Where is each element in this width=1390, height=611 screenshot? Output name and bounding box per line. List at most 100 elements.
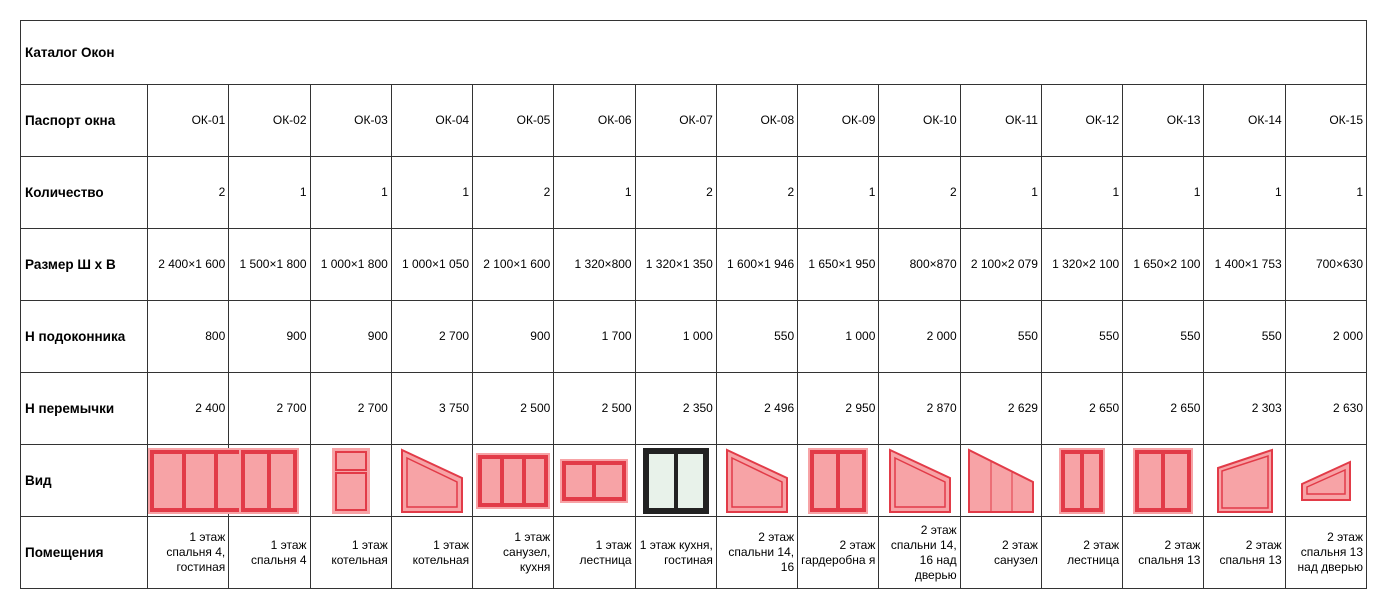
window-double-dark-icon xyxy=(634,444,717,517)
cell-rooms: 1 этаж лестница xyxy=(553,516,636,589)
cell-qty: 1 xyxy=(1122,156,1205,229)
cell-id: ОК-06 xyxy=(553,84,636,157)
cell-id: ОК-12 xyxy=(1040,84,1124,157)
cell-rooms: 1 этаж спальня 4 xyxy=(228,516,311,589)
cell-sill: 550 xyxy=(1040,300,1124,373)
cell-sill: 550 xyxy=(1122,300,1205,373)
row-label-sill-height: Н подоконника xyxy=(20,300,148,373)
cell-lintel: 2 630 xyxy=(1284,372,1368,445)
cell-qty: 2 xyxy=(715,156,799,229)
cell-size: 2 100×2 079 xyxy=(959,228,1042,301)
cell-id: ОК-03 xyxy=(309,84,392,157)
cell-id: ОК-02 xyxy=(228,84,311,157)
cell-sill: 2 700 xyxy=(390,300,474,373)
cell-size: 1 600×1 946 xyxy=(715,228,799,301)
window-double-narrow-icon xyxy=(1040,444,1124,517)
window-slope-right-high-icon xyxy=(1203,444,1286,517)
cell-size: 800×870 xyxy=(878,228,961,301)
cell-qty: 1 xyxy=(309,156,392,229)
row-label-view: Вид xyxy=(20,444,148,517)
cell-sill: 550 xyxy=(1203,300,1286,373)
cell-rooms: 2 этаж лестница xyxy=(1040,516,1124,589)
row-label-quantity: Количество xyxy=(20,156,148,229)
window-slope-right-small-icon xyxy=(1284,444,1368,517)
cell-lintel: 2 496 xyxy=(715,372,799,445)
cell-id: ОК-04 xyxy=(390,84,474,157)
cell-size: 1 400×1 753 xyxy=(1203,228,1286,301)
catalog-title: Каталог Окон xyxy=(20,20,1367,85)
cell-sill: 2 000 xyxy=(1284,300,1368,373)
cell-rooms: 2 этаж спальня 13 над дверью xyxy=(1284,516,1368,589)
cell-qty: 1 xyxy=(390,156,474,229)
cell-id: ОК-05 xyxy=(472,84,555,157)
cell-id: ОК-07 xyxy=(634,84,717,157)
cell-rooms: 2 этаж спальни 14, 16 xyxy=(715,516,799,589)
cell-qty: 2 xyxy=(634,156,717,229)
cell-qty: 2 xyxy=(146,156,230,229)
cell-rooms: 1 этаж спальня 4, гостиная xyxy=(146,516,230,589)
cell-id: ОК-13 xyxy=(1122,84,1205,157)
cell-size: 1 650×1 950 xyxy=(797,228,880,301)
cell-rooms: 2 этаж спальни 14, 16 над дверью xyxy=(878,516,961,589)
cell-lintel: 2 870 xyxy=(878,372,961,445)
cell-size: 1 320×800 xyxy=(553,228,636,301)
cell-sill: 900 xyxy=(309,300,392,373)
cell-rooms: 2 этаж спальня 13 xyxy=(1122,516,1205,589)
cell-sill: 550 xyxy=(959,300,1042,373)
cell-id: ОК-11 xyxy=(959,84,1042,157)
cell-id: ОК-09 xyxy=(797,84,880,157)
window-slope-left-high-icon xyxy=(878,444,961,517)
cell-rooms: 2 этаж санузел xyxy=(959,516,1042,589)
cell-size: 1 000×1 800 xyxy=(309,228,392,301)
cell-sill: 1 700 xyxy=(553,300,636,373)
cell-qty: 2 xyxy=(472,156,555,229)
row-label-size: Размер Ш х В xyxy=(20,228,148,301)
cell-lintel: 2 950 xyxy=(797,372,880,445)
cell-sill: 1 000 xyxy=(797,300,880,373)
cell-rooms: 1 этаж котельная xyxy=(390,516,474,589)
cell-qty: 1 xyxy=(1284,156,1368,229)
window-triple-wide-icon xyxy=(146,444,252,517)
window-catalog-table: Каталог Окон Паспорт окна ОК-01 ОК-02 ОК-03… xyxy=(20,20,1368,589)
cell-lintel: 2 700 xyxy=(228,372,311,445)
cell-qty: 2 xyxy=(878,156,961,229)
window-double-tall-icon xyxy=(228,444,311,517)
cell-id: ОК-01 xyxy=(146,84,230,157)
cell-qty: 1 xyxy=(228,156,311,229)
cell-lintel: 2 500 xyxy=(472,372,555,445)
window-double-tall-icon xyxy=(797,444,880,517)
cell-lintel: 2 350 xyxy=(634,372,717,445)
cell-qty: 1 xyxy=(797,156,880,229)
cell-qty: 1 xyxy=(553,156,636,229)
cell-id: ОК-08 xyxy=(715,84,799,157)
row-label-rooms: Помещения xyxy=(20,516,148,589)
cell-lintel: 3 750 xyxy=(390,372,474,445)
cell-lintel: 2 700 xyxy=(309,372,392,445)
cell-id: ОК-14 xyxy=(1203,84,1286,157)
cell-lintel: 2 629 xyxy=(959,372,1042,445)
cell-rooms: 1 этаж санузел, кухня xyxy=(472,516,555,589)
cell-lintel: 2 650 xyxy=(1122,372,1205,445)
cell-size: 700×630 xyxy=(1284,228,1368,301)
cell-rooms: 2 этаж гардеробна я xyxy=(797,516,880,589)
cell-size: 1 320×2 100 xyxy=(1040,228,1124,301)
window-double-tall-icon xyxy=(1122,444,1205,517)
cell-size: 2 400×1 600 xyxy=(146,228,230,301)
cell-lintel: 2 303 xyxy=(1203,372,1286,445)
cell-sill: 550 xyxy=(715,300,799,373)
cell-sill: 2 000 xyxy=(878,300,961,373)
cell-rooms: 1 этаж кухня, гостиная xyxy=(634,516,717,589)
window-triple-icon xyxy=(472,444,555,517)
cell-qty: 1 xyxy=(959,156,1042,229)
cell-lintel: 2 500 xyxy=(553,372,636,445)
cell-id: ОК-10 xyxy=(878,84,961,157)
cell-qty: 1 xyxy=(1040,156,1124,229)
cell-lintel: 2 400 xyxy=(146,372,230,445)
row-label-lintel-height: Н перемычки xyxy=(20,372,148,445)
cell-sill: 1 000 xyxy=(634,300,717,373)
cell-size: 1 650×2 100 xyxy=(1122,228,1205,301)
cell-size: 2 100×1 600 xyxy=(472,228,555,301)
window-slope-left-high-icon xyxy=(390,444,474,517)
cell-lintel: 2 650 xyxy=(1040,372,1124,445)
row-label-passport: Паспорт окна xyxy=(20,84,148,157)
